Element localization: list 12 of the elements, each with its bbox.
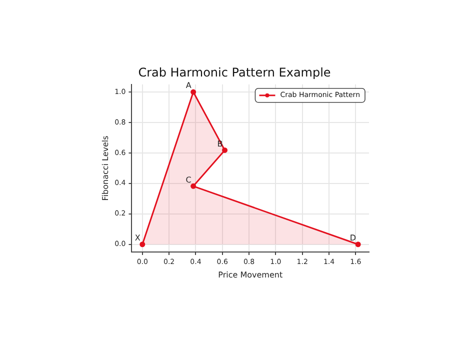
annotation: X <box>134 233 141 242</box>
point <box>222 147 228 153</box>
point <box>355 242 361 248</box>
annotation: C <box>186 175 192 184</box>
x-axis-title: Price Movement <box>218 270 283 280</box>
annotation: D <box>350 233 356 242</box>
point <box>190 183 196 189</box>
annotation: A <box>186 81 192 90</box>
point <box>190 89 196 95</box>
y-axis-title: Fibonacci Levels <box>100 136 110 201</box>
point <box>140 242 146 248</box>
chart-title: Crab Harmonic Pattern Example <box>138 65 331 80</box>
